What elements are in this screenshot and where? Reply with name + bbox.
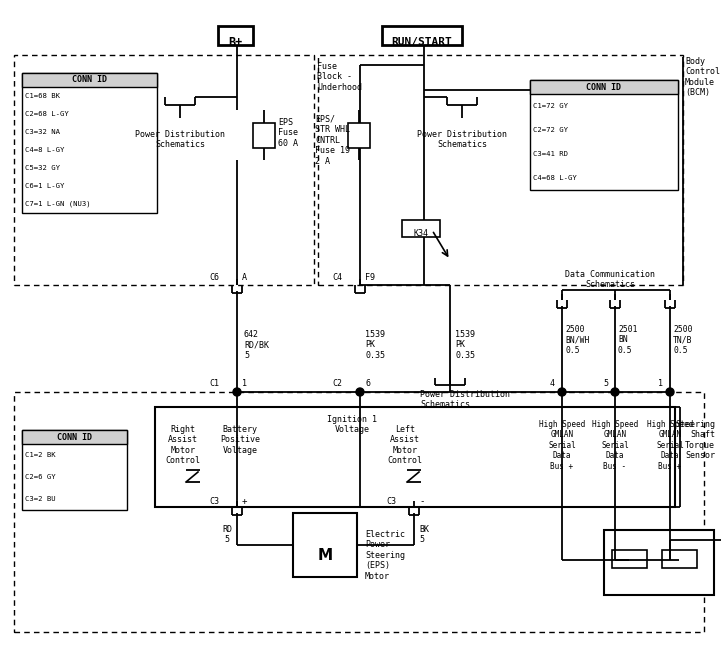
Bar xyxy=(155,407,675,507)
Text: M: M xyxy=(317,547,332,562)
Circle shape xyxy=(558,388,566,396)
Bar xyxy=(22,430,127,510)
Text: 2501
BN
0.5: 2501 BN 0.5 xyxy=(618,325,637,355)
Text: CONN ID: CONN ID xyxy=(57,432,92,441)
Text: CONN ID: CONN ID xyxy=(72,76,107,85)
Bar xyxy=(530,80,678,190)
Text: Battery
Positive
Voltage: Battery Positive Voltage xyxy=(220,425,260,455)
Bar xyxy=(22,73,157,213)
Text: K34: K34 xyxy=(414,228,428,237)
Text: A: A xyxy=(242,274,247,283)
Bar xyxy=(612,550,647,568)
Text: RD
5: RD 5 xyxy=(222,525,232,544)
Bar xyxy=(530,80,678,94)
Text: F9: F9 xyxy=(365,274,375,283)
Bar xyxy=(604,530,714,595)
Text: C3=2 BU: C3=2 BU xyxy=(25,496,56,502)
Text: C6=1 L-GY: C6=1 L-GY xyxy=(25,183,64,189)
Text: CONN ID: CONN ID xyxy=(586,83,622,91)
Text: C7=1 L-GN (NU3): C7=1 L-GN (NU3) xyxy=(25,201,91,207)
Text: Body
Control
Module
(BCM): Body Control Module (BCM) xyxy=(685,57,720,97)
Text: C3=32 NA: C3=32 NA xyxy=(25,129,60,135)
Text: BK
5: BK 5 xyxy=(419,525,429,544)
Text: C3: C3 xyxy=(386,498,396,507)
Text: 2500
TN/B
0.5: 2500 TN/B 0.5 xyxy=(673,325,692,355)
Text: C2=72 GY: C2=72 GY xyxy=(533,127,568,133)
Bar xyxy=(253,122,275,148)
Text: Power Distribution
Schematics: Power Distribution Schematics xyxy=(135,130,225,149)
Bar xyxy=(662,550,697,568)
Text: 5: 5 xyxy=(603,379,608,388)
Text: Ignition 1
Voltage: Ignition 1 Voltage xyxy=(327,415,377,434)
Bar xyxy=(382,26,462,45)
Bar xyxy=(22,73,157,87)
Text: C1=72 GY: C1=72 GY xyxy=(533,103,568,109)
Text: EPS/
STR WHL
CNTRL
Fuse 19
2 A: EPS/ STR WHL CNTRL Fuse 19 2 A xyxy=(315,115,350,166)
Text: High Speed
GMLAN
Serial
Data
Bus +: High Speed GMLAN Serial Data Bus + xyxy=(539,420,585,470)
Text: -: - xyxy=(419,498,425,507)
Circle shape xyxy=(356,388,364,396)
Bar xyxy=(14,55,314,285)
Bar xyxy=(14,392,704,632)
Circle shape xyxy=(666,388,674,396)
Bar xyxy=(22,430,127,444)
Text: 1539
PK
0.35: 1539 PK 0.35 xyxy=(455,330,475,360)
Bar xyxy=(402,220,440,237)
Text: Left
Assist
Motor
Control: Left Assist Motor Control xyxy=(387,425,423,465)
Text: +: + xyxy=(242,498,247,507)
Text: 1: 1 xyxy=(658,379,663,388)
Circle shape xyxy=(233,388,241,396)
Text: EPS
Fuse
60 A: EPS Fuse 60 A xyxy=(278,118,298,148)
Text: High Speed
GMLAN
Serial
Data
Bus +: High Speed GMLAN Serial Data Bus + xyxy=(647,420,693,470)
Text: 2500
BN/WH
0.5: 2500 BN/WH 0.5 xyxy=(565,325,589,355)
Text: C6: C6 xyxy=(209,274,219,283)
Text: Data Communication
Schematics: Data Communication Schematics xyxy=(565,270,655,289)
Text: Steering
Shaft
Torque
Sensor: Steering Shaft Torque Sensor xyxy=(675,420,715,460)
Text: Right
Assist
Motor
Control: Right Assist Motor Control xyxy=(166,425,200,465)
Text: High Speed
GMLAN
Serial
Data
Bus -: High Speed GMLAN Serial Data Bus - xyxy=(592,420,638,470)
Text: C3: C3 xyxy=(209,498,219,507)
Text: C2=6 GY: C2=6 GY xyxy=(25,474,56,480)
Bar xyxy=(218,26,253,45)
Text: C3=41 RD: C3=41 RD xyxy=(533,151,568,157)
Text: 642
RD/BK
5: 642 RD/BK 5 xyxy=(244,330,269,360)
Text: 1: 1 xyxy=(242,379,247,388)
Text: C4=8 L-GY: C4=8 L-GY xyxy=(25,147,64,153)
Text: C5=32 GY: C5=32 GY xyxy=(25,165,60,171)
Text: C2=68 L-GY: C2=68 L-GY xyxy=(25,111,68,117)
Circle shape xyxy=(611,388,619,396)
Bar xyxy=(293,513,357,577)
Text: C1: C1 xyxy=(209,379,219,388)
Text: B+: B+ xyxy=(228,36,242,49)
Text: 4: 4 xyxy=(550,379,555,388)
Text: C4: C4 xyxy=(332,274,342,283)
Text: RUN/START: RUN/START xyxy=(392,37,452,47)
Text: C2: C2 xyxy=(332,379,342,388)
Text: C4=68 L-GY: C4=68 L-GY xyxy=(533,175,577,181)
Text: Electric
Power
Steering
(EPS)
Motor: Electric Power Steering (EPS) Motor xyxy=(365,530,405,580)
Text: Power Distribution
Schematics: Power Distribution Schematics xyxy=(417,130,507,149)
Bar xyxy=(348,122,370,148)
Text: 6: 6 xyxy=(365,379,370,388)
Text: C1=2 BK: C1=2 BK xyxy=(25,452,56,458)
Text: Fuse
Block -
Underhood: Fuse Block - Underhood xyxy=(317,62,362,92)
Text: Power Distribution
Schematics: Power Distribution Schematics xyxy=(420,390,510,410)
Text: 1539
PK
0.35: 1539 PK 0.35 xyxy=(365,330,385,360)
Text: C1=68 BK: C1=68 BK xyxy=(25,93,60,99)
Bar xyxy=(318,55,683,285)
